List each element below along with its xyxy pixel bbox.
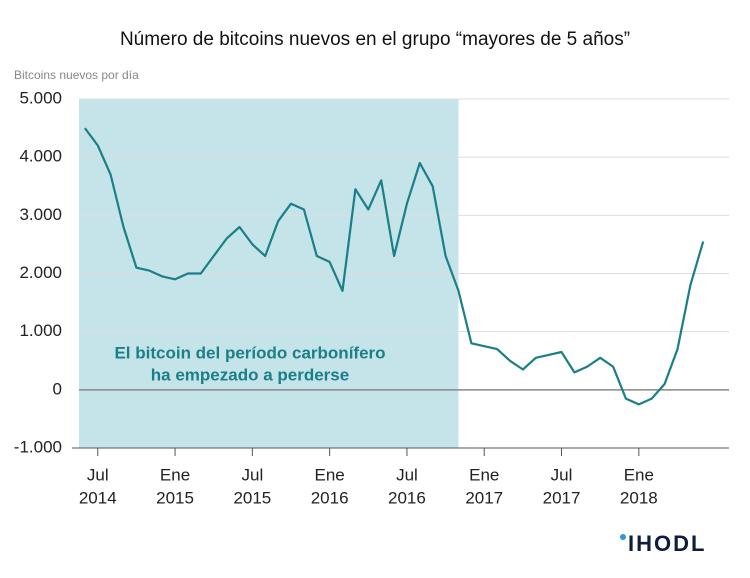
x-tick-label: 2017	[465, 488, 503, 507]
x-tick-label: 2015	[156, 488, 194, 507]
y-tick-label: 3.000	[19, 205, 62, 224]
x-tick-label: 2015	[233, 488, 271, 507]
y-tick-label: -1.000	[14, 437, 62, 456]
annotation: El bitcoin del período carbonífero	[114, 343, 385, 362]
x-tick-label: 2017	[543, 488, 581, 507]
y-tick-label: 5.000	[19, 88, 62, 107]
x-tick-label: 2014	[79, 488, 117, 507]
y-tick-label: 0	[53, 379, 62, 398]
logo: IHODL	[628, 531, 706, 556]
x-tick-label: 2016	[311, 488, 349, 507]
x-tick-label: Ene	[624, 465, 654, 484]
x-tick-label: Ene	[315, 465, 345, 484]
x-tick-label: Ene	[160, 465, 190, 484]
annotation: ha empezado a perderse	[151, 365, 349, 384]
y-tick-label: 1.000	[19, 321, 62, 340]
y-tick-label: 2.000	[19, 263, 62, 282]
x-tick-label: Jul	[551, 465, 573, 484]
logo-dot	[620, 534, 626, 540]
chart-title: Número de bitcoins nuevos en el grupo “m…	[120, 29, 630, 50]
data-line	[84, 127, 705, 406]
x-tick-label: 2016	[388, 488, 426, 507]
x-tick-label: 2018	[620, 488, 658, 507]
y-axis-label: Bitcoins nuevos por día	[14, 68, 139, 82]
y-tick-label: 4.000	[19, 147, 62, 166]
x-tick-label: Jul	[87, 465, 109, 484]
x-tick-label: Jul	[396, 465, 418, 484]
x-tick-label: Jul	[241, 465, 263, 484]
x-tick-label: Ene	[469, 465, 499, 484]
